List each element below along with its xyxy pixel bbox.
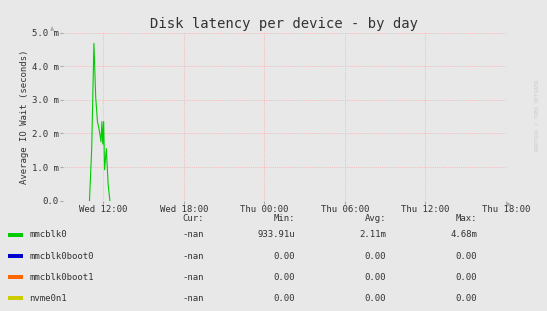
Text: mmcblk0boot1: mmcblk0boot1 bbox=[30, 273, 94, 282]
Text: mmcblk0: mmcblk0 bbox=[30, 230, 67, 239]
Text: mmcblk0boot0: mmcblk0boot0 bbox=[30, 252, 94, 261]
Text: -nan: -nan bbox=[182, 230, 204, 239]
Text: 4.68m: 4.68m bbox=[450, 230, 477, 239]
Text: nvme0n1: nvme0n1 bbox=[30, 294, 67, 303]
Text: 0.00: 0.00 bbox=[364, 252, 386, 261]
Text: 0.00: 0.00 bbox=[274, 294, 295, 303]
Text: 0.00: 0.00 bbox=[274, 252, 295, 261]
Text: ▲: ▲ bbox=[50, 26, 54, 31]
Text: ▶: ▶ bbox=[507, 202, 511, 207]
Text: 0.00: 0.00 bbox=[456, 252, 477, 261]
Text: RRDTOOL / TOBI OETIKER: RRDTOOL / TOBI OETIKER bbox=[534, 79, 540, 151]
Bar bbox=[8, 275, 23, 279]
Text: 0.00: 0.00 bbox=[274, 273, 295, 282]
Text: -nan: -nan bbox=[182, 294, 204, 303]
Text: 0.00: 0.00 bbox=[456, 273, 477, 282]
Bar bbox=[8, 296, 23, 300]
Text: -nan: -nan bbox=[182, 273, 204, 282]
Text: 0.00: 0.00 bbox=[364, 273, 386, 282]
Bar bbox=[8, 233, 23, 237]
Text: Avg:: Avg: bbox=[364, 214, 386, 223]
Text: Min:: Min: bbox=[274, 214, 295, 223]
Y-axis label: Average IO Wait (seconds): Average IO Wait (seconds) bbox=[20, 49, 29, 184]
Title: Disk latency per device - by day: Disk latency per device - by day bbox=[150, 17, 418, 31]
Text: 0.00: 0.00 bbox=[364, 294, 386, 303]
Text: -nan: -nan bbox=[182, 252, 204, 261]
Text: Max:: Max: bbox=[456, 214, 477, 223]
Text: 0.00: 0.00 bbox=[456, 294, 477, 303]
Text: Cur:: Cur: bbox=[182, 214, 204, 223]
Text: 2.11m: 2.11m bbox=[359, 230, 386, 239]
Text: 933.91u: 933.91u bbox=[257, 230, 295, 239]
Bar bbox=[8, 254, 23, 258]
